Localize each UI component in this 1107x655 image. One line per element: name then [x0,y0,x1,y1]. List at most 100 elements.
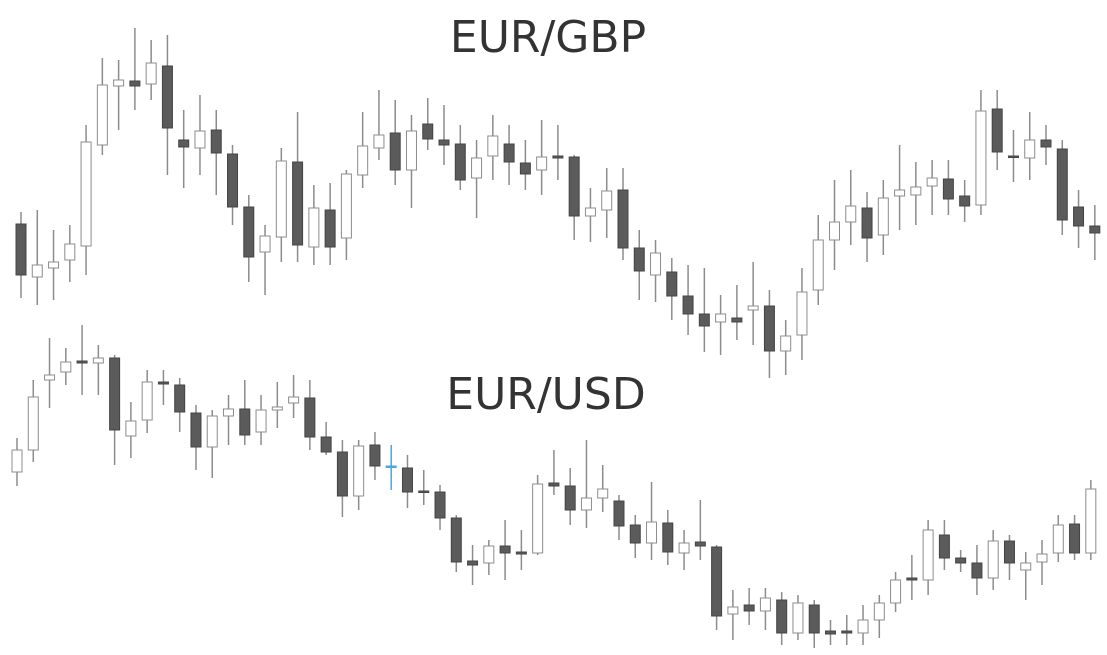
candle-body [129,80,141,87]
candle-body [471,157,483,179]
candle-body [971,562,983,579]
candle-body [759,597,771,612]
candle-body [288,396,300,404]
candle-body [1003,540,1015,564]
candle-body [617,189,629,249]
candle-body [243,206,255,258]
candle-body [1040,139,1052,148]
candle-body [178,139,190,148]
candle-body [727,606,739,615]
candle-body [906,577,918,581]
candle-body [223,408,235,417]
candle-body [894,189,906,197]
candle-body [320,436,332,453]
candle-body [369,444,381,467]
candle-body [763,305,775,352]
candle-body [584,207,596,217]
candle-body [157,381,169,385]
candle-body [503,143,515,163]
candle-body [190,412,202,448]
candle-body [601,190,613,211]
candle-body [1024,139,1036,159]
candle-body [487,135,499,157]
candle-body [776,599,788,634]
candle-body [1069,523,1081,554]
candle-body [292,161,304,246]
candle-body [845,205,857,223]
candle-body [678,542,690,554]
candle-body [650,252,662,276]
candle-body [259,235,271,253]
candle-body [389,132,401,171]
candle-body [194,130,206,149]
candle-body [646,521,658,544]
candle-body [405,130,417,171]
candle-body [161,65,173,129]
candle-body [76,360,88,364]
candle-body [271,406,283,411]
candle-body [1052,524,1064,554]
candle-body [857,619,869,634]
candle-body [60,361,72,373]
candle-body [44,374,56,381]
candle-body [353,445,365,497]
candle-body [597,488,609,499]
candle-body [255,409,267,433]
candle-body [825,630,836,635]
candle-body [141,381,153,421]
candle-body [109,357,121,431]
candle-body [1007,155,1019,158]
candle-body [780,335,792,352]
candle-body [174,384,186,413]
candle-body [942,178,954,200]
candle-body [694,541,706,547]
candle-body [206,415,218,448]
candle-body [304,397,316,438]
candle-body [1073,206,1085,227]
candle-body [629,524,641,544]
candle-body [515,551,527,555]
candle-body [113,79,125,87]
candle-body [483,545,495,564]
candle-body [613,500,625,527]
candle-body [877,197,889,236]
candle-body [715,313,727,323]
candle-body [861,207,873,239]
candle-body [340,173,352,239]
candle-body [552,155,564,159]
candle-body [808,604,820,634]
candle-body [796,291,808,336]
candle-body [987,540,999,579]
candle-body [418,490,430,493]
candle-body [210,129,222,154]
candle-body [910,186,922,196]
candle-body [275,160,287,238]
candle-body [454,143,466,181]
candle-body [926,177,938,187]
candle-body [27,396,39,451]
candle-body [548,482,560,487]
candle-body [564,485,576,511]
candle-body [1085,488,1097,554]
candle-body [96,84,108,146]
candle-body [336,451,348,497]
candle-body [662,522,674,553]
candle-body [1089,225,1101,234]
candle-body [743,604,755,612]
candle-body [401,467,413,493]
candle-body [975,110,987,206]
candle-body [959,195,971,207]
candle-body [11,449,23,473]
candle-body [666,271,678,297]
candle-body [633,247,645,272]
candle-body [1036,553,1048,563]
candle-body [324,209,336,248]
candle-body [64,243,76,261]
candle-body [890,579,902,604]
candle-body [922,529,934,581]
candle-body [812,239,824,291]
candle-body [15,223,27,276]
candle-body [385,465,397,468]
candle-body [357,145,369,176]
